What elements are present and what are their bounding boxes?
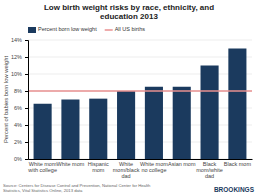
y-tick: 4% xyxy=(14,122,28,128)
chart: Low birth weight risks by race, ethnicit… xyxy=(0,0,258,195)
bar xyxy=(145,87,163,159)
y-tick: 10% xyxy=(11,71,28,77)
y-tick: 6% xyxy=(14,105,28,111)
grid xyxy=(28,40,252,159)
y-axis: 0% 2% 4% 6% 8% 10% 12% 14% xyxy=(11,37,29,162)
bar xyxy=(201,66,219,160)
bar xyxy=(89,99,107,159)
grid-line xyxy=(28,40,252,41)
x-tick-label: Whitemom/blackdad xyxy=(113,161,140,179)
y-tick-mark xyxy=(25,142,28,143)
legend-label: All US births xyxy=(115,26,146,32)
y-tick-label: 0% xyxy=(14,156,22,162)
x-tick-label: Blackmom/whitedad xyxy=(196,161,223,179)
bar xyxy=(228,49,246,160)
x-tick: Whitemom/blackdad xyxy=(113,161,140,179)
bar xyxy=(34,104,52,159)
x-tick: Hispanicmom xyxy=(88,161,109,173)
x-tick: White momwith college xyxy=(27,161,57,173)
x-tick: Black mom xyxy=(224,161,252,167)
y-tick-mark xyxy=(25,125,28,126)
x-tick-label: Black mom xyxy=(224,161,252,167)
y-tick-mark xyxy=(25,74,28,75)
y-tick: 12% xyxy=(11,54,28,60)
legend: Percent born low weight All US births xyxy=(28,26,145,33)
y-axis-line xyxy=(25,41,29,160)
y-axis-title: Percent of babies born low weight xyxy=(3,56,9,143)
marks xyxy=(28,49,252,160)
y-tick-mark xyxy=(25,57,28,58)
x-axis-line xyxy=(29,159,253,160)
y-tick-label: 10% xyxy=(11,71,22,77)
source-note: Source: Centers for Disease Control and … xyxy=(3,183,151,193)
y-tick-label: 12% xyxy=(11,54,22,60)
x-tick-label: Asian mom xyxy=(168,161,196,167)
y-tick-mark xyxy=(25,91,28,92)
y-tick-label: 6% xyxy=(14,105,22,111)
x-tick-label: White momwith college xyxy=(27,161,57,173)
y-tick: 14% xyxy=(11,37,28,43)
bar xyxy=(173,87,191,159)
legend-line xyxy=(105,29,113,31)
y-tick-label: 4% xyxy=(14,122,22,128)
grid-line xyxy=(28,91,252,92)
x-axis: White momwith collegeWhite momHispanicmo… xyxy=(27,160,252,180)
y-tick: 2% xyxy=(14,139,28,145)
y-tick-label: 8% xyxy=(14,88,22,94)
bar xyxy=(117,91,135,159)
y-tick-mark xyxy=(25,108,28,109)
title: Low birth weight risks by race, ethnicit… xyxy=(44,3,214,21)
y-tick-mark xyxy=(25,159,28,160)
grid-line xyxy=(28,57,252,58)
y-tick-label: 2% xyxy=(14,139,22,145)
x-tick: White momno college xyxy=(140,161,168,173)
reference-line xyxy=(28,90,252,92)
y-tick-mark xyxy=(25,40,28,41)
x-tick-label: White mom xyxy=(57,161,85,167)
x-tick: White mom xyxy=(57,161,85,167)
branding: BROOKINGS xyxy=(214,186,255,193)
y-tick-label: 14% xyxy=(11,37,22,43)
legend-label: Percent born low weight xyxy=(38,26,97,32)
plot: 0% 2% 4% 6% 8% 10% 12% 14% White momwith college… xyxy=(11,37,253,179)
x-tick-label: White momno college xyxy=(140,161,168,173)
x-tick-label: Hispanicmom xyxy=(88,161,109,173)
bar xyxy=(61,100,79,160)
y-tick: 8% xyxy=(14,88,28,94)
legend-swatch xyxy=(28,27,36,33)
x-tick: Asian mom xyxy=(168,161,196,167)
x-tick: Blackmom/whitedad xyxy=(196,161,223,179)
y-tick: 0% xyxy=(14,156,28,162)
